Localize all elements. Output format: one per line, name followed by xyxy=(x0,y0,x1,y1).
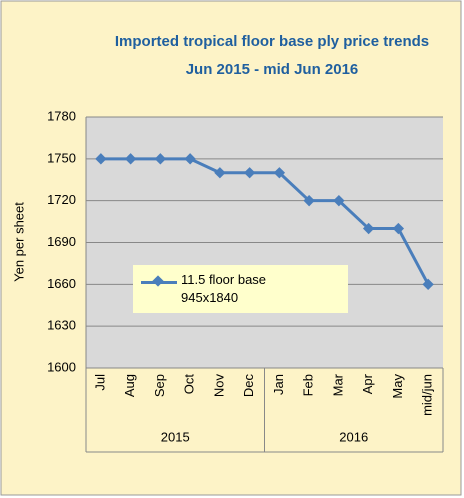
y-tick-label: 1720 xyxy=(47,192,76,207)
data-point xyxy=(214,167,226,179)
y-tick-label: 1600 xyxy=(47,359,76,374)
x-tick-label: May xyxy=(390,374,405,399)
data-point xyxy=(303,195,315,207)
y-axis-label: Yen per sheet xyxy=(11,202,26,282)
x-tick-label: Dec xyxy=(241,374,256,398)
legend-label: 11.5 floor base 945x1840 xyxy=(181,272,267,305)
y-tick-label: 1690 xyxy=(47,234,76,249)
x-tick-label: Feb xyxy=(301,374,316,396)
y-tick-label: 1750 xyxy=(47,150,76,165)
group-label: 2015 xyxy=(161,429,190,444)
x-tick-label: Apr xyxy=(360,373,375,394)
data-point xyxy=(273,167,286,179)
x-tick-label: Nov xyxy=(211,374,226,398)
chart-subtitle: Jun 2015 - mid Jun 2016 xyxy=(186,61,359,78)
legend-marker xyxy=(152,275,164,287)
x-tick-label: Aug xyxy=(122,374,137,397)
data-point xyxy=(243,167,256,179)
y-tick-label: 1630 xyxy=(47,318,76,333)
data-point xyxy=(184,153,196,165)
chart-title: Imported tropical floor base ply price t… xyxy=(115,33,429,50)
data-point xyxy=(333,195,345,207)
x-tick-label: mid/jun xyxy=(420,374,435,416)
data-point xyxy=(422,278,434,290)
x-tick-label: Oct xyxy=(182,374,197,395)
x-tick-label: Sep xyxy=(152,374,167,397)
data-point xyxy=(392,222,405,235)
data-point xyxy=(362,222,375,235)
data-point xyxy=(154,153,167,165)
y-tick-label: 1660 xyxy=(47,276,76,291)
x-tick-label: Mar xyxy=(330,373,345,396)
x-tick-label: Jul xyxy=(92,374,107,391)
group-label: 2016 xyxy=(339,429,368,444)
y-tick-label: 1780 xyxy=(47,108,76,123)
legend: 11.5 floor base 945x1840 xyxy=(133,265,348,313)
x-tick-label: Jan xyxy=(271,374,286,395)
